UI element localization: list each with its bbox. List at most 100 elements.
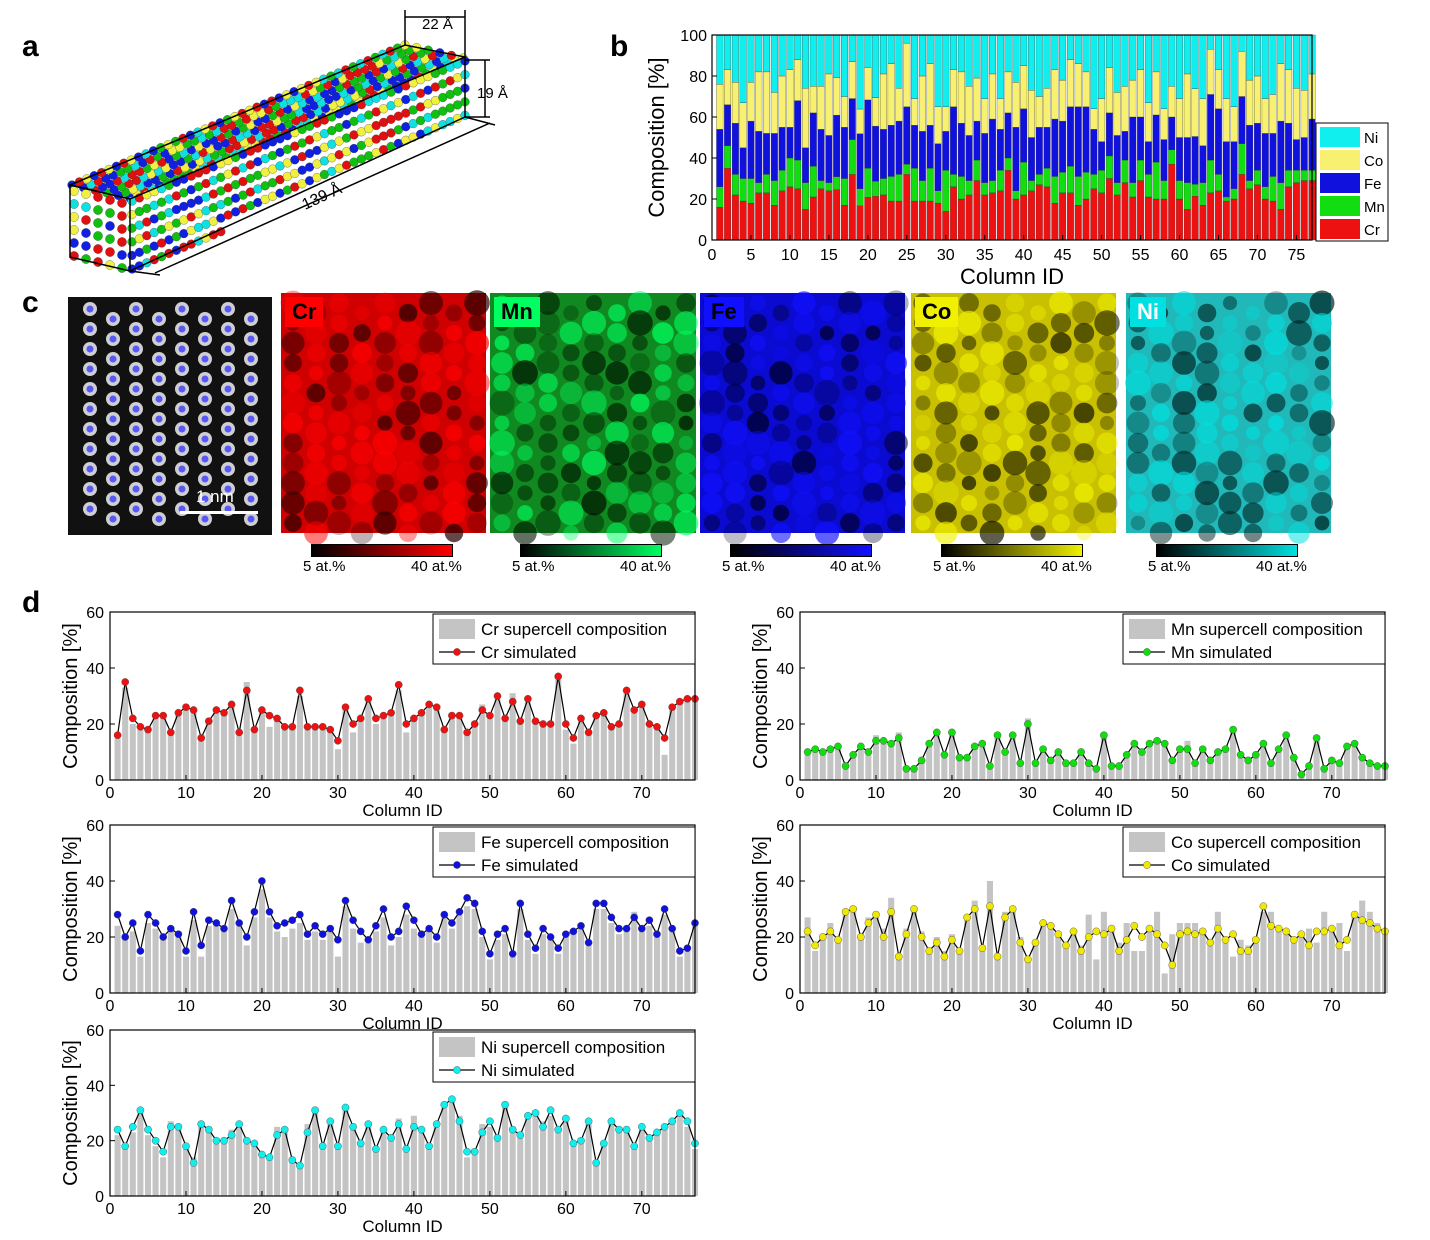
simulated-point bbox=[932, 728, 941, 737]
map-spot bbox=[818, 464, 836, 482]
map-spot bbox=[328, 332, 350, 354]
atom bbox=[117, 198, 127, 208]
bar-cr bbox=[1269, 200, 1277, 241]
bar-ni bbox=[825, 34, 833, 75]
bar-co bbox=[864, 67, 872, 101]
atom-column-marker bbox=[86, 385, 94, 393]
bar-fe bbox=[1230, 141, 1238, 189]
map-spot bbox=[466, 472, 488, 494]
map-spot bbox=[513, 321, 537, 345]
panel-letter-a: a bbox=[22, 30, 39, 63]
map-spot bbox=[915, 395, 931, 411]
simulated-point bbox=[894, 952, 903, 961]
supercell-height-label: 19 Å bbox=[477, 85, 508, 102]
map-spot bbox=[1094, 310, 1120, 336]
bar-ni bbox=[833, 34, 841, 79]
supercell-bar bbox=[1336, 763, 1343, 780]
stem-atom-columns bbox=[83, 302, 258, 526]
map-spot bbox=[443, 462, 465, 484]
atom bbox=[81, 189, 91, 199]
bar-co bbox=[1246, 79, 1254, 126]
simulated-point bbox=[857, 742, 865, 751]
y-tick-label: 0 bbox=[95, 986, 104, 1003]
bar-mn bbox=[957, 176, 965, 200]
supercell-bar bbox=[509, 693, 516, 780]
map-spot bbox=[861, 401, 885, 425]
atom-column-marker bbox=[155, 455, 163, 463]
map-spot bbox=[1245, 325, 1261, 341]
map-spot bbox=[1098, 474, 1116, 492]
bar-co bbox=[965, 86, 973, 136]
simulated-point bbox=[577, 922, 585, 930]
supercell-bar bbox=[494, 1135, 501, 1196]
bar-co bbox=[1269, 94, 1277, 134]
simulated-point bbox=[902, 764, 911, 773]
bar-co bbox=[1028, 90, 1035, 138]
supercell-bar bbox=[1055, 752, 1062, 780]
simulated-point bbox=[182, 703, 190, 711]
simulated-point bbox=[182, 947, 190, 955]
bar-fe bbox=[1020, 108, 1028, 163]
map-spot bbox=[677, 374, 695, 392]
simulated-point bbox=[258, 877, 266, 885]
map-spot bbox=[330, 394, 348, 412]
simulated-point bbox=[1039, 745, 1047, 753]
supercell-bar bbox=[327, 729, 334, 780]
bar-fe bbox=[903, 106, 911, 165]
y-tick-label: 0 bbox=[95, 773, 104, 790]
supercell-bar bbox=[1169, 760, 1176, 780]
map-spot bbox=[1243, 403, 1263, 423]
map-spot bbox=[1221, 414, 1239, 432]
simulated-point bbox=[569, 1139, 578, 1148]
atom-column-marker bbox=[201, 475, 209, 483]
map-spot bbox=[1151, 403, 1171, 423]
supercell-bar bbox=[850, 906, 857, 993]
map-spot bbox=[936, 383, 956, 403]
supercell-bar bbox=[933, 732, 940, 780]
simulated-point bbox=[486, 949, 494, 958]
plot-frame bbox=[109, 611, 696, 781]
map-spot bbox=[1151, 443, 1171, 463]
simulated-point bbox=[986, 902, 994, 910]
simulated-point bbox=[1236, 947, 1245, 955]
map-spot bbox=[489, 390, 515, 416]
y-axis-title: Composition [%] bbox=[60, 623, 82, 769]
x-tick-label: 10 bbox=[177, 998, 195, 1015]
supercell-bar bbox=[880, 743, 887, 780]
simulated-point bbox=[645, 720, 654, 728]
atom-column-marker bbox=[132, 385, 140, 393]
supercell-bar bbox=[494, 698, 501, 780]
supercell-bar bbox=[903, 766, 910, 780]
map-spot bbox=[703, 514, 721, 532]
supercell-bar bbox=[144, 1135, 152, 1196]
supercell-bar bbox=[1146, 931, 1153, 993]
map-spot bbox=[330, 454, 348, 472]
bar-fe bbox=[973, 120, 981, 161]
simulated-point bbox=[334, 1142, 342, 1150]
bar-fe bbox=[1160, 139, 1168, 181]
atom-column-marker bbox=[86, 345, 94, 353]
map-spot bbox=[283, 433, 303, 453]
supercell-bar bbox=[1078, 752, 1085, 780]
simulated-point bbox=[955, 753, 964, 762]
atom bbox=[105, 247, 115, 257]
y-axis-title: Composition [%] bbox=[60, 1040, 82, 1186]
atom bbox=[93, 257, 103, 267]
simulated-point bbox=[1214, 924, 1222, 933]
bar-fe bbox=[1246, 125, 1254, 181]
simulated-point bbox=[1077, 748, 1085, 756]
map-spot bbox=[1245, 425, 1261, 441]
supercell-bar bbox=[638, 1129, 645, 1196]
map-spot bbox=[329, 293, 349, 313]
map-spot bbox=[1267, 314, 1285, 332]
bar-ni bbox=[1222, 34, 1230, 99]
bar-cr bbox=[770, 204, 778, 241]
map-spot bbox=[1266, 393, 1286, 413]
simulated-point bbox=[212, 706, 221, 714]
map-spot bbox=[538, 333, 558, 353]
map-spot bbox=[420, 372, 442, 394]
bar-cr bbox=[841, 204, 848, 241]
simulated-point bbox=[296, 686, 304, 695]
supercell-bar bbox=[1245, 760, 1252, 780]
map-spot bbox=[1052, 474, 1070, 492]
